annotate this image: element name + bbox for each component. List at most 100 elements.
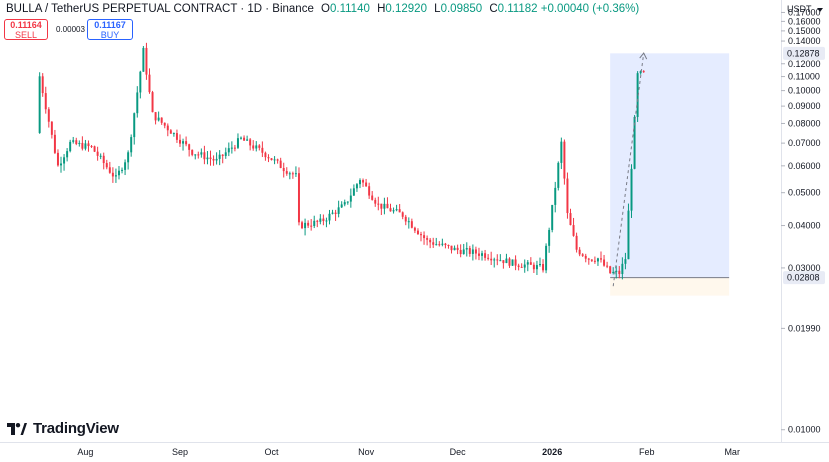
candle (285, 167, 288, 176)
candle (484, 249, 487, 261)
candle (346, 201, 349, 205)
candle (359, 178, 361, 189)
candle (551, 204, 554, 233)
candles (38, 42, 645, 280)
high-value: 0.12920 (385, 3, 427, 15)
candle (331, 209, 334, 215)
candle (557, 161, 560, 191)
candle (38, 72, 41, 134)
candle (487, 254, 490, 261)
candle (218, 150, 221, 166)
candle (535, 260, 538, 276)
tradingview-logo[interactable]: TradingView (7, 420, 119, 437)
currency-selector[interactable]: USDT (787, 4, 823, 14)
candle (505, 253, 508, 264)
candle (423, 231, 426, 245)
candle (587, 257, 590, 265)
open-value: 0.11140 (330, 3, 370, 15)
candle (542, 259, 545, 273)
candle (316, 219, 319, 228)
candle (121, 167, 124, 174)
candle (523, 259, 526, 273)
candle (87, 140, 90, 152)
candle (529, 257, 532, 265)
candle (471, 244, 474, 261)
candle (502, 260, 505, 269)
price-range-lower-zone (610, 277, 730, 296)
candle (416, 228, 419, 235)
buy-label: BUY (100, 29, 120, 40)
candle (258, 144, 261, 151)
candle (160, 117, 163, 125)
x-tick-label: Dec (450, 447, 467, 457)
close-label: C (489, 3, 498, 15)
candle (301, 220, 304, 230)
candle (151, 90, 154, 113)
logo-text: TradingView (33, 420, 119, 437)
range-low-price-label: 0.02808 (787, 273, 820, 283)
x-tick-label: 2026 (542, 447, 562, 457)
candle (230, 141, 233, 154)
candle (328, 209, 331, 225)
candle (401, 211, 404, 220)
change-value: +0.00040 (+0.36%) (540, 3, 640, 15)
candle (337, 200, 340, 218)
candle (282, 162, 285, 178)
candle (227, 142, 230, 157)
sell-button[interactable]: 0.11164 SELL (4, 19, 48, 40)
candle (526, 260, 529, 272)
candle (371, 191, 374, 201)
candle (90, 145, 93, 148)
candle (578, 247, 581, 257)
candle (252, 140, 255, 151)
candle (191, 149, 194, 157)
candle (99, 153, 102, 160)
candle (609, 265, 612, 274)
candle (221, 154, 224, 164)
candle (511, 259, 514, 266)
candle (255, 141, 258, 152)
buy-button[interactable]: 0.11167 BUY (87, 19, 133, 40)
candle (383, 197, 386, 215)
candle (420, 231, 422, 242)
candle (117, 166, 120, 180)
candle (111, 167, 114, 183)
candle (249, 138, 252, 151)
candle (56, 149, 59, 167)
high-label: H (377, 3, 386, 15)
candle (291, 171, 294, 179)
candle (508, 257, 511, 268)
buy-price: 0.11167 (94, 20, 126, 30)
open-label: O (321, 3, 330, 15)
spread-value: 0.00003 (56, 25, 85, 34)
candle (142, 46, 145, 72)
legend-header: BULLA / TetherUS PERPETUAL CONTRACT · 1D… (6, 3, 639, 15)
candle (340, 201, 343, 208)
x-tick-label: Oct (265, 447, 280, 457)
candle (355, 183, 358, 192)
candle (66, 148, 69, 162)
candle (124, 159, 127, 176)
y-tick-label: 0.01000 (788, 425, 821, 435)
symbol-title[interactable]: BULLA / TetherUS PERPETUAL CONTRACT · 1D… (6, 3, 314, 15)
sell-label: SELL (14, 29, 38, 40)
price-range-box[interactable] (610, 53, 730, 278)
candle (429, 237, 432, 249)
candle (496, 254, 499, 266)
candle (75, 137, 78, 146)
candle (615, 265, 618, 279)
candle (197, 151, 200, 159)
candle (636, 71, 639, 122)
candle (395, 204, 398, 212)
range-high-price-label: 0.12878 (787, 48, 820, 58)
candle (114, 168, 117, 183)
candle (166, 123, 169, 137)
y-tick-label: 0.07000 (788, 138, 821, 148)
low-value: 0.09850 (440, 3, 483, 15)
y-tick-label: 0.09000 (788, 101, 821, 111)
candle (304, 218, 307, 236)
candle (596, 257, 599, 266)
candle (438, 241, 441, 247)
candle (279, 157, 282, 169)
